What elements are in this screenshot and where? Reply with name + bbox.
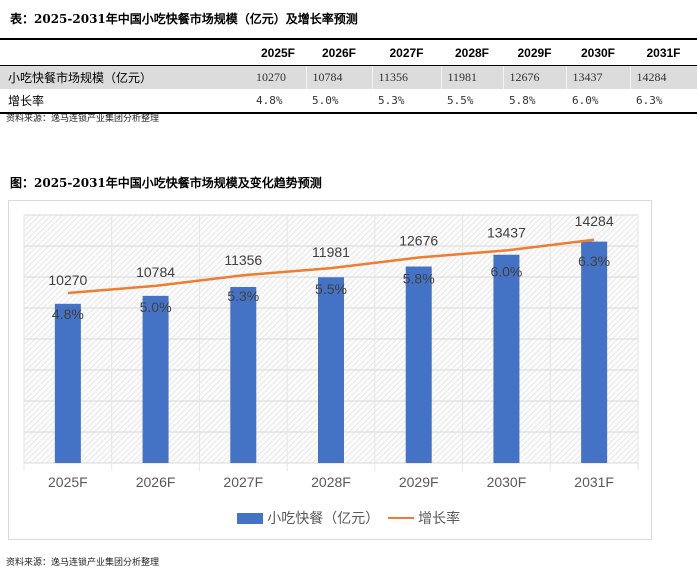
- table-source: 资料来源：逸马连锁产业集团分析整理: [6, 114, 160, 124]
- growth-rate-label: 5.8%: [403, 271, 435, 287]
- bar-value-label: 10784: [136, 264, 175, 280]
- bar: [493, 254, 520, 463]
- cell: 10270: [250, 65, 306, 89]
- cell: 5.3%: [378, 94, 405, 107]
- legend-bar-label: 小吃快餐（亿元）: [267, 511, 380, 527]
- cell: 13437: [565, 65, 630, 89]
- bar: [54, 303, 81, 463]
- row-label: 增长率: [8, 94, 45, 108]
- bar-value-label: 12676: [399, 233, 438, 249]
- bar-value-label: 13437: [487, 224, 526, 240]
- bar: [142, 295, 169, 463]
- header-year: 2028F: [441, 39, 503, 66]
- bar: [581, 241, 608, 463]
- header-year: 2025F: [250, 39, 306, 66]
- market-table: 2025F 2026F 2027F 2028F 2029F 2030F 2031…: [0, 38, 697, 114]
- cell: 5.8%: [509, 94, 536, 107]
- x-tick-label: 2027F: [223, 474, 263, 490]
- bar-value-label: 11356: [224, 252, 262, 268]
- cell: 5.5%: [447, 94, 474, 107]
- chart-frame: [8, 200, 652, 540]
- growth-rate-label: 5.3%: [227, 288, 259, 304]
- cell: 6.0%: [572, 94, 599, 107]
- table-row: 小吃快餐市场规模（亿元） 10270 10784 11356 11981 126…: [0, 65, 697, 89]
- growth-rate-label: 5.0%: [140, 299, 172, 315]
- header-year: 2031F: [630, 39, 697, 66]
- legend-bar-swatch: [236, 512, 263, 524]
- growth-rate-label: 6.0%: [490, 263, 522, 279]
- table-header-row: 2025F 2026F 2027F 2028F 2029F 2030F 2031…: [0, 39, 697, 66]
- x-tick-label: 2030F: [487, 474, 527, 490]
- growth-rate-label: 6.3%: [578, 253, 610, 269]
- growth-line: [67, 238, 595, 295]
- cell: 11981: [440, 65, 503, 89]
- x-tick-label: 2026F: [136, 474, 176, 490]
- table-title: 表：2025-2031年中国小吃快餐市场规模（亿元）及增长率预测: [10, 12, 358, 26]
- legend-line-label: 增长率: [418, 511, 461, 527]
- chart-legend: 小吃快餐（亿元） 增长率: [0, 508, 697, 528]
- x-tick-label: 2031F: [574, 474, 614, 490]
- growth-rate-label: 5.5%: [315, 281, 347, 297]
- bar-value-label: 10270: [48, 272, 87, 288]
- cell: 4.8%: [256, 94, 283, 107]
- header-year: 2030F: [566, 39, 630, 66]
- row-label: 小吃快餐市场规模（亿元）: [0, 65, 250, 89]
- header-empty: [0, 39, 250, 66]
- bar: [318, 277, 344, 463]
- cell: 6.3%: [636, 94, 663, 107]
- header-year: 2029F: [503, 39, 566, 66]
- table-row: 增长率 4.8% 5.0% 5.3% 5.5% 5.8% 6.0% 6.3%: [0, 89, 697, 113]
- cell: 14284: [629, 65, 697, 89]
- chart-title: 图：2025-2031年中国小吃快餐市场规模及变化趋势预测: [10, 176, 322, 190]
- legend-line-swatch: [387, 517, 414, 519]
- cell: 12676: [502, 65, 566, 89]
- x-tick-label: 2025F: [48, 474, 88, 490]
- cell: 11356: [371, 65, 441, 89]
- x-tick-label: 2029F: [399, 474, 439, 490]
- cell: 5.0%: [312, 94, 339, 107]
- cell: 10784: [305, 65, 372, 89]
- bar: [405, 266, 432, 463]
- x-tick-label: 2028F: [311, 474, 351, 490]
- header-year: 2027F: [372, 39, 441, 66]
- chart-source: 资料来源：逸马连锁产业集团分析整理: [6, 558, 160, 568]
- bar-value-label: 11981: [312, 244, 350, 260]
- growth-rate-label: 4.8%: [52, 306, 84, 322]
- bar-value-label: 14284: [575, 213, 614, 229]
- bar: [230, 286, 257, 463]
- header-year: 2026F: [306, 39, 372, 66]
